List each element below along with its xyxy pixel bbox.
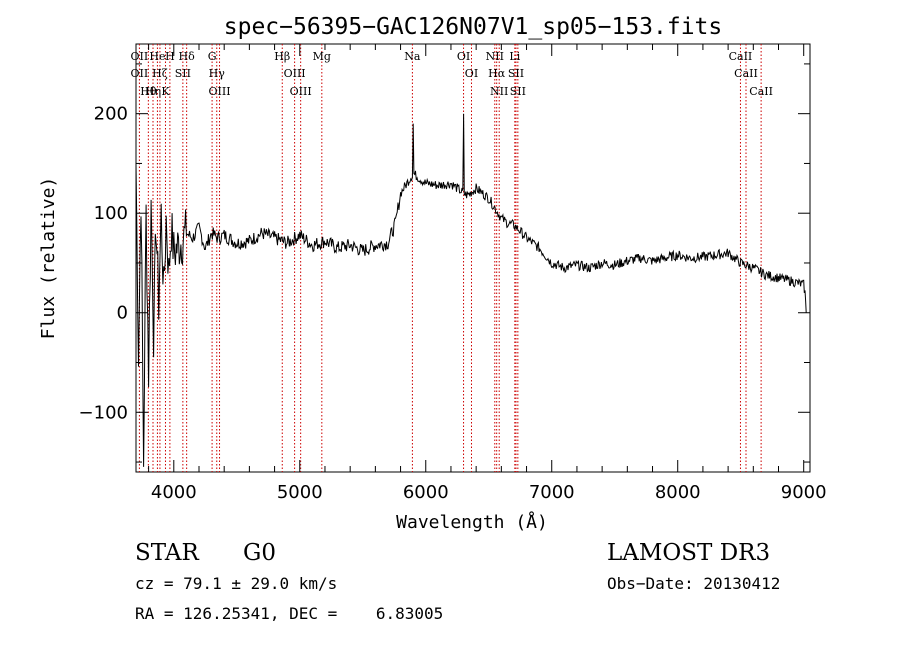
marker-label-1-0: Hθ [140,85,157,98]
marker-label-22-0: Li [509,50,520,63]
redshift-velocity: cz = 79.1 ± 29.0 km/s [135,574,338,593]
marker-label-23-0: SII [508,67,524,80]
marker-label-19-0: NII [486,50,504,63]
y-tick-label-0: −100 [79,402,128,423]
x-axis-ticks: 4000 5000 6000 7000 8000 9000 [148,44,827,503]
y-axis-ticks: −100 0 100 200 [79,63,810,463]
marker-label-0-1: OII [131,67,149,80]
y-tick-label-3: 200 [94,104,128,125]
x-tick-label-2: 6000 [403,482,449,503]
marker-label-14-0: OIII [290,85,312,98]
marker-label-18-0: OI [465,67,478,80]
marker-label-25-0: CaII [729,50,753,63]
marker-label-20-0: Hα [488,67,506,80]
marker-label-15-0: Mg [313,50,331,63]
x-tick-label-3: 7000 [529,482,575,503]
marker-label-4-0: Hζ [152,67,168,80]
marker-label-9-0: G [208,50,217,63]
marker-label-0-0: OII [131,50,149,63]
emission-line-markers [138,44,762,472]
marker-label-26-0: CaII [734,67,758,80]
spectrum-line [135,113,807,467]
survey-name: LAMOST DR3 [607,540,771,566]
marker-label-8-0: Hδ [179,50,196,63]
marker-label-13-0: OIII [284,67,306,80]
marker-label-7-0: SII [175,67,191,80]
observation-date: Obs−Date: 20130412 [607,574,781,593]
marker-label-27-0: CaII [749,85,773,98]
y-axis-label: Flux (relative) [38,177,59,340]
marker-label-16-0: Na [404,50,421,63]
marker-label-24-0: SII [510,85,526,98]
y-tick-label-2: 100 [94,203,128,224]
plot-frame [135,43,811,473]
x-tick-label-1: 5000 [277,482,323,503]
marker-label-21-0: NII [490,85,508,98]
object-class: STAR [135,540,199,566]
y-tick-label-1: 0 [117,303,128,324]
object-subclass: G0 [243,540,277,566]
marker-label-12-0: Hβ [274,50,290,63]
marker-label-2-0: Hη [145,85,161,98]
marker-label-5-0: K [161,85,170,98]
x-tick-label-5: 9000 [781,482,827,503]
marker-label-10-0: Hγ [209,67,226,80]
x-tick-label-4: 8000 [655,482,701,503]
x-axis-label: Wavelength (Å) [396,511,548,533]
marker-label-17-0: OI [457,50,470,63]
marker-label-11-0: OIII [208,85,230,98]
chart-title: spec−56395−GAC126N07V1_sp05−153.fits [224,14,723,40]
x-tick-label-0: 4000 [151,482,197,503]
marker-label-6-0: H [165,50,175,63]
marker-label-3-0: He [149,50,165,63]
coordinates: RA = 126.25341, DEC = 6.83005 [135,604,444,623]
